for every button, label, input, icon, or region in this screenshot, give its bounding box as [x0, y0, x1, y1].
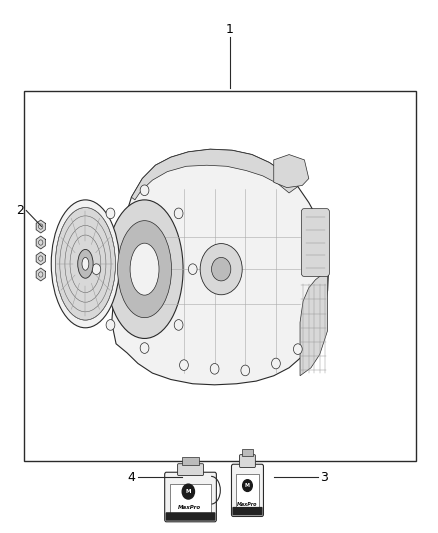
- Circle shape: [92, 264, 101, 274]
- Text: MaxPro: MaxPro: [237, 502, 258, 507]
- Ellipse shape: [78, 249, 93, 278]
- FancyBboxPatch shape: [240, 455, 255, 467]
- Text: M: M: [245, 483, 250, 488]
- Polygon shape: [112, 149, 328, 385]
- Text: 1: 1: [226, 23, 234, 36]
- Circle shape: [210, 364, 219, 374]
- Ellipse shape: [106, 200, 183, 338]
- Polygon shape: [274, 155, 309, 188]
- Polygon shape: [36, 268, 45, 281]
- Bar: [242, 449, 253, 456]
- FancyBboxPatch shape: [165, 472, 216, 522]
- FancyBboxPatch shape: [166, 512, 215, 521]
- FancyBboxPatch shape: [177, 464, 203, 475]
- Circle shape: [241, 365, 250, 376]
- Circle shape: [212, 257, 231, 281]
- Bar: [170, 484, 211, 515]
- Text: 4: 4: [127, 471, 135, 483]
- Polygon shape: [131, 149, 298, 200]
- Circle shape: [106, 208, 115, 219]
- Bar: [166, 513, 215, 520]
- Polygon shape: [300, 272, 328, 376]
- FancyBboxPatch shape: [231, 464, 263, 516]
- Text: MaxPro: MaxPro: [178, 505, 201, 511]
- Circle shape: [272, 358, 280, 369]
- Bar: [236, 474, 259, 511]
- Polygon shape: [36, 252, 45, 265]
- Circle shape: [174, 320, 183, 330]
- Circle shape: [188, 264, 197, 274]
- Text: M: M: [186, 489, 191, 494]
- Circle shape: [174, 208, 183, 219]
- Circle shape: [200, 244, 242, 295]
- FancyBboxPatch shape: [301, 208, 329, 276]
- Ellipse shape: [51, 200, 120, 328]
- Ellipse shape: [117, 221, 172, 318]
- Circle shape: [243, 480, 252, 491]
- Text: 2: 2: [16, 204, 24, 217]
- Polygon shape: [36, 236, 45, 249]
- Ellipse shape: [55, 207, 116, 320]
- Bar: [24, 91, 416, 461]
- Text: 3: 3: [320, 471, 328, 483]
- Circle shape: [182, 484, 194, 499]
- Circle shape: [106, 320, 115, 330]
- FancyBboxPatch shape: [232, 507, 262, 515]
- Polygon shape: [36, 220, 45, 233]
- Ellipse shape: [130, 243, 159, 295]
- Circle shape: [140, 343, 149, 353]
- Bar: [182, 457, 199, 465]
- Circle shape: [180, 360, 188, 370]
- Circle shape: [140, 185, 149, 196]
- Circle shape: [293, 344, 302, 354]
- Ellipse shape: [82, 257, 89, 270]
